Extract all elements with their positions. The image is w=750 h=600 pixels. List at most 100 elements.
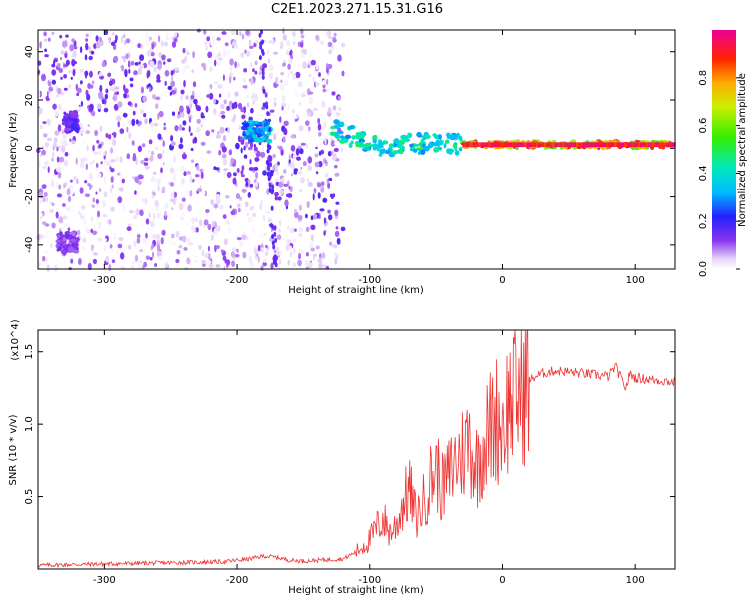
spectrogram-cell (222, 74, 225, 81)
spectrogram-cell (175, 230, 180, 238)
spectrogram-cell (42, 255, 46, 262)
spectrogram-cell (84, 54, 88, 61)
spectrogram-cell (139, 54, 145, 61)
spectrogram-band-cell (606, 142, 608, 148)
spectrogram-cell (214, 244, 217, 253)
spectrogram-cell (306, 200, 310, 209)
spectrogram-cell (229, 104, 232, 111)
spectrogram-band-cell (532, 142, 535, 148)
spectrogram-cell (240, 212, 245, 216)
spectrogram-cell (64, 151, 69, 157)
spectrogram-cell (140, 175, 144, 179)
spectrogram-cell (327, 36, 333, 39)
spectrogram-cell (186, 237, 191, 244)
spectrogram-cell (277, 161, 280, 166)
spectrogram-cell (183, 80, 186, 88)
spectrogram-cell (268, 182, 272, 188)
spectrogram-cell (116, 172, 121, 176)
spectrogram-cell (223, 99, 227, 105)
spectrogram-cell (254, 157, 260, 162)
spectrogram-cell (335, 111, 341, 117)
spectrogram-cell (144, 30, 149, 38)
spectrogram-cell (334, 172, 340, 177)
spectrogram-band-cell (530, 142, 533, 148)
spectrogram-cell (323, 121, 327, 129)
spectrogram-band-cell (486, 142, 489, 148)
spectrogram-cell (331, 154, 337, 161)
spectrogram-cell (99, 125, 103, 132)
spectrogram-cell (62, 215, 68, 220)
spectrogram-band-cell (514, 142, 517, 148)
spectrogram-cell (171, 111, 176, 116)
spectrogram-cell (351, 135, 356, 140)
spectrogram-cell (141, 197, 146, 203)
spectrogram-cell (247, 192, 251, 198)
spectrogram-cell (51, 151, 55, 158)
spectrogram-cell (153, 212, 155, 220)
spectrogram-cell (202, 224, 206, 228)
spectrogram-cell (128, 209, 134, 214)
spectrogram-cell (384, 149, 391, 155)
spectrogram-cell (260, 151, 266, 158)
spectrogram-cell (125, 53, 129, 60)
spectrogram-cell (340, 135, 345, 139)
spectrogram-cell (201, 259, 207, 265)
spectrogram-band-cell (610, 142, 612, 148)
spectrogram-cell (315, 34, 320, 41)
spectrogram-cell (72, 69, 76, 77)
spectrogram-cell (213, 108, 217, 116)
spectrogram-band-cell (462, 142, 465, 148)
spectrogram-cell (147, 152, 151, 158)
spectrogram-cell (96, 202, 99, 208)
spectrogram-cell (298, 125, 304, 132)
spectrogram-cell (149, 257, 153, 261)
spectrogram-cell (413, 148, 418, 153)
spectrogram-cell (70, 179, 73, 183)
spectrogram-cell (416, 147, 420, 151)
spectrogram-cell (261, 137, 265, 141)
spectrogram-cell (161, 229, 166, 236)
spectrogram-cell (333, 119, 340, 125)
spectrogram-band-cell (534, 142, 537, 148)
spectrogram-cell (160, 167, 163, 174)
spectrogram-cell (41, 184, 47, 190)
spectrogram-cell (223, 238, 228, 246)
spectrogram-cell (190, 132, 193, 136)
spectrogram-cell (205, 130, 210, 137)
spectrogram-cell (235, 142, 240, 150)
spectrogram-cell (309, 51, 313, 57)
spectrogram-band-cell (558, 142, 561, 148)
spectrogram-cell (433, 146, 440, 153)
spectrogram-cell (186, 257, 191, 265)
spectrogram-cell (334, 140, 340, 148)
spectrogram-cell (244, 207, 248, 212)
spectrogram-cell (257, 255, 260, 263)
spectrogram-cell (65, 59, 70, 66)
spectrogram-cell (127, 101, 132, 106)
spectrogram-cell (140, 108, 144, 115)
spectrogram-cell (300, 28, 304, 35)
spectrogram-cell (301, 48, 305, 54)
spectrogram-cell (338, 107, 342, 111)
spectrogram-cell (263, 121, 269, 127)
spectrogram-cell (280, 72, 284, 76)
spectrogram-cell (78, 258, 82, 265)
spectrogram-cell (151, 243, 155, 249)
spectrogram-cell (162, 162, 165, 166)
spectrogram-cell (111, 249, 116, 257)
spectrogram-cell (78, 241, 81, 248)
spectrogram-cell (157, 177, 162, 181)
spectrogram-cell (121, 217, 127, 223)
spectrogram-cell (438, 140, 444, 144)
spectrogram-cell (194, 255, 199, 259)
spectrogram-cell (103, 191, 108, 198)
spectrogram-cell (197, 188, 202, 193)
spectrogram-cell (295, 148, 300, 156)
spectrogram-cell (122, 112, 128, 118)
spectrogram-cell (107, 220, 111, 224)
spectrogram-cell (218, 93, 222, 98)
spectrogram-cell (60, 145, 66, 153)
spectrogram-cell (240, 170, 244, 175)
spectrogram-cell (264, 244, 268, 249)
spectrogram-cell (93, 151, 99, 155)
